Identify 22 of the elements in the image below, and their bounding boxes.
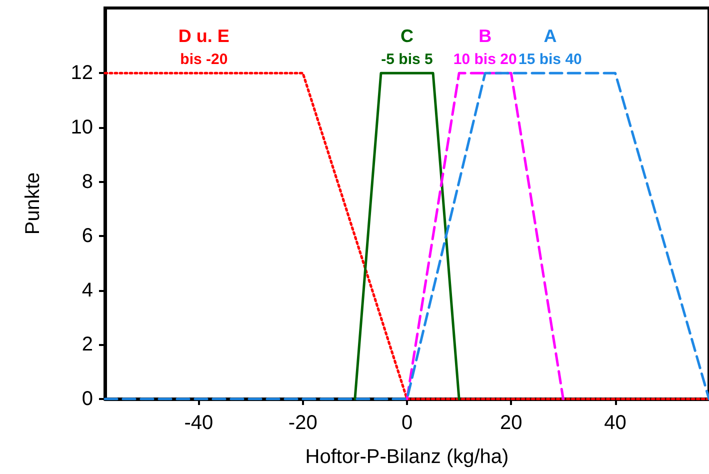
x-tick-label: 0 xyxy=(401,412,413,434)
annotation: 10 bis 20 xyxy=(453,51,517,68)
y-tick-label: 8 xyxy=(82,170,93,193)
x-axis-title: Hoftor-P-Bilanz (kg/ha) xyxy=(305,446,509,468)
x-tick-label: 40 xyxy=(604,412,626,434)
y-tick-label: 12 xyxy=(70,62,93,84)
annotation: -5 bis 5 xyxy=(381,51,433,68)
y-tick-label: 6 xyxy=(82,225,93,248)
series-label: A xyxy=(544,26,557,46)
annotation: bis -20 xyxy=(180,51,228,68)
y-axis-title: Punkte xyxy=(22,172,44,235)
x-tick-label: -20 xyxy=(288,412,318,434)
x-tick-label: 20 xyxy=(500,412,522,434)
y-tick-label: 10 xyxy=(70,116,93,138)
x-tick-label: -40 xyxy=(184,412,214,434)
y-tick-label: 2 xyxy=(82,334,93,356)
y-tick-label: 4 xyxy=(82,279,93,302)
series-label: C xyxy=(400,26,414,46)
y-tick-label: 0 xyxy=(82,388,93,410)
series-label: B xyxy=(478,26,492,46)
series-label: D u. E xyxy=(178,26,230,46)
annotation: 15 bis 40 xyxy=(518,51,582,68)
